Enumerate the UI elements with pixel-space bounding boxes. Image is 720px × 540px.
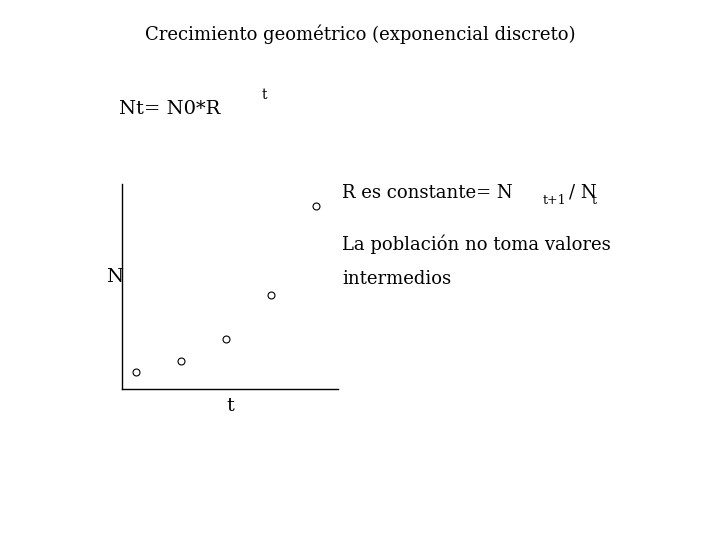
Text: R es constante= N: R es constante= N [342,184,513,201]
Point [310,201,322,210]
X-axis label: t: t [227,397,234,415]
Text: Nt= N0*R: Nt= N0*R [119,100,220,118]
Point [265,290,276,299]
Text: t+1: t+1 [542,194,566,207]
Text: Crecimiento geométrico (exponencial discreto): Crecimiento geométrico (exponencial disc… [145,24,575,44]
Point [130,368,142,376]
Text: La población no toma valores: La población no toma valores [342,235,611,254]
Y-axis label: N: N [106,268,122,286]
Point [220,335,232,343]
Text: intermedios: intermedios [342,270,451,288]
Text: / N: / N [569,184,596,201]
Point [175,357,186,366]
Text: t: t [592,194,597,207]
Text: t: t [261,88,267,102]
